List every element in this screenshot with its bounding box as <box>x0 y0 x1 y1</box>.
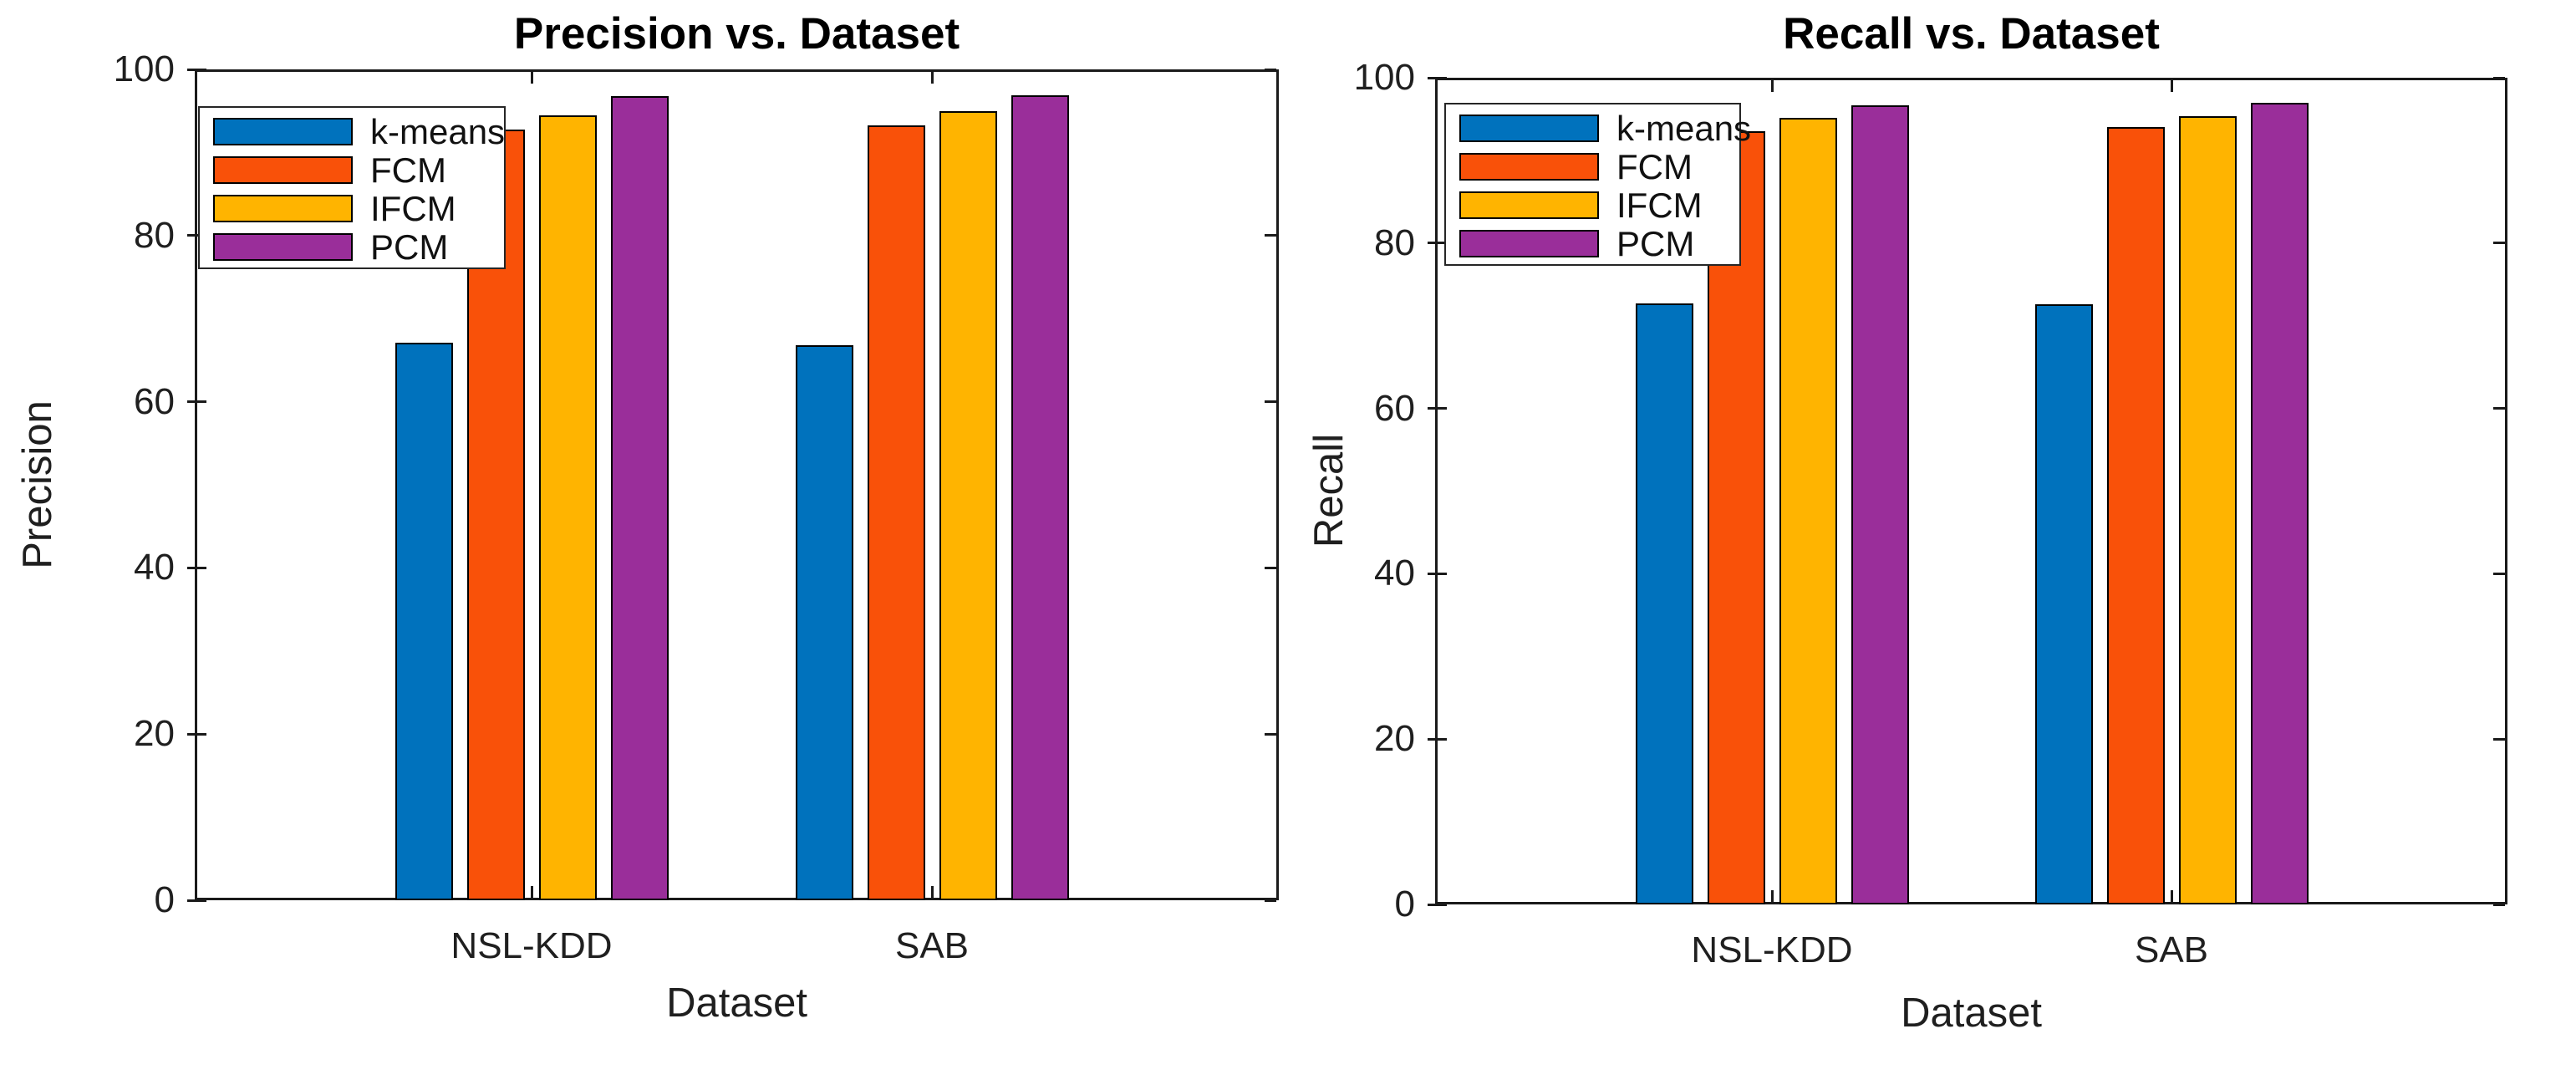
y-tick-mark <box>2493 903 2505 906</box>
y-tick-mark <box>1265 899 1276 902</box>
bar-pcm <box>2250 102 2309 904</box>
y-tick-label: 0 <box>1394 884 1415 924</box>
recall-chart: Recall vs. Dataset Recall Dataset 0 20 40 6… <box>1288 0 2576 1090</box>
x-tick-mark <box>930 886 934 898</box>
y-axis-label: Precision <box>15 400 60 569</box>
y-tick-label: 80 <box>1374 222 1415 263</box>
legend-label-ifcm: IFCM <box>370 189 456 228</box>
legend-swatch-k-means <box>213 118 353 145</box>
legend: k-means FCM IFCM PCM <box>198 106 506 269</box>
bar-ifcm <box>939 110 997 900</box>
legend: k-means FCM IFCM PCM <box>1444 103 1751 266</box>
y-tick-label: 0 <box>154 879 175 920</box>
y-tick-mark <box>1265 732 1276 736</box>
bar-k-means <box>2034 303 2093 904</box>
y-tick-mark <box>2493 572 2505 575</box>
x-tick-label: NSL-KDD <box>451 925 613 966</box>
y-tick-label: 60 <box>134 380 175 422</box>
x-axis-label: Dataset <box>1901 991 2042 1036</box>
bar-pcm <box>610 95 669 900</box>
y-tick-mark <box>1428 76 1447 79</box>
y-tick-mark <box>1428 242 1447 245</box>
x-tick-mark <box>1770 80 1774 92</box>
y-tick-mark <box>187 566 206 569</box>
y-tick-mark <box>1265 566 1276 569</box>
bar-k-means <box>795 345 853 900</box>
y-tick-label: 20 <box>134 713 175 755</box>
y-tick-mark <box>2493 407 2505 410</box>
y-tick-label: 60 <box>1374 387 1415 429</box>
x-tick-mark <box>2170 890 2173 902</box>
y-tick-mark <box>187 400 206 404</box>
x-tick-mark <box>530 886 533 898</box>
bar-pcm <box>1851 104 1909 904</box>
y-tick-label: 80 <box>134 214 175 256</box>
legend-swatch-pcm <box>1459 230 1599 257</box>
x-tick-mark <box>930 72 934 84</box>
bar-pcm <box>1011 94 1069 900</box>
x-tick-mark <box>530 72 533 84</box>
bar-fcm <box>867 125 925 900</box>
legend-label-ifcm: IFCM <box>1616 186 1703 225</box>
x-tick-mark <box>1770 890 1774 902</box>
y-tick-mark <box>1428 407 1447 410</box>
bar-k-means <box>395 343 453 900</box>
y-tick-mark <box>2493 242 2505 245</box>
x-tick-mark <box>2170 80 2173 92</box>
y-tick-mark <box>187 68 206 71</box>
y-tick-label: 40 <box>134 547 175 588</box>
y-tick-mark <box>1428 737 1447 741</box>
legend-swatch-pcm <box>213 233 353 261</box>
y-tick-mark <box>1265 400 1276 404</box>
legend-label-fcm: FCM <box>1616 147 1693 186</box>
legend-swatch-fcm <box>213 156 353 184</box>
precision-chart: Precision vs. Dataset Precision Dataset … <box>15 9 1279 1026</box>
y-tick-mark <box>1265 234 1276 237</box>
legend-swatch-ifcm <box>213 195 353 222</box>
legend-label-k-means: k-means <box>370 112 506 151</box>
y-tick-mark <box>187 234 206 237</box>
y-axis-label: Recall <box>1306 433 1352 548</box>
y-tick-mark <box>187 899 206 902</box>
bar-fcm <box>2106 127 2165 904</box>
bar-ifcm <box>1779 118 1837 904</box>
chart-title: Precision vs. Dataset <box>513 9 960 59</box>
y-tick-label: 20 <box>1374 718 1415 760</box>
y-tick-mark <box>2493 737 2505 741</box>
legend-swatch-ifcm <box>1459 191 1599 219</box>
y-tick-label: 100 <box>1353 57 1415 98</box>
legend-swatch-k-means <box>1459 115 1599 142</box>
x-tick-label: SAB <box>2134 930 2209 970</box>
y-tick-mark <box>2493 76 2505 79</box>
x-tick-label: SAB <box>894 925 970 966</box>
y-tick-mark <box>1428 572 1447 575</box>
y-tick-label: 100 <box>113 48 175 89</box>
legend-swatch-fcm <box>1459 153 1599 181</box>
x-tick-label: NSL-KDD <box>1691 930 1853 970</box>
legend-label-k-means: k-means <box>1616 109 1752 148</box>
y-tick-mark <box>1428 903 1447 906</box>
y-tick-mark <box>1265 68 1276 71</box>
bar-ifcm <box>2178 116 2237 904</box>
y-tick-mark <box>187 732 206 736</box>
legend-label-pcm: PCM <box>1616 224 1695 263</box>
chart-title: Recall vs. Dataset <box>1783 9 2160 59</box>
x-axis-label: Dataset <box>666 980 807 1026</box>
legend-label-fcm: FCM <box>370 150 446 190</box>
bar-ifcm <box>538 115 597 900</box>
y-tick-label: 40 <box>1374 553 1415 594</box>
legend-label-pcm: PCM <box>370 227 449 267</box>
bar-k-means <box>1635 303 1693 904</box>
